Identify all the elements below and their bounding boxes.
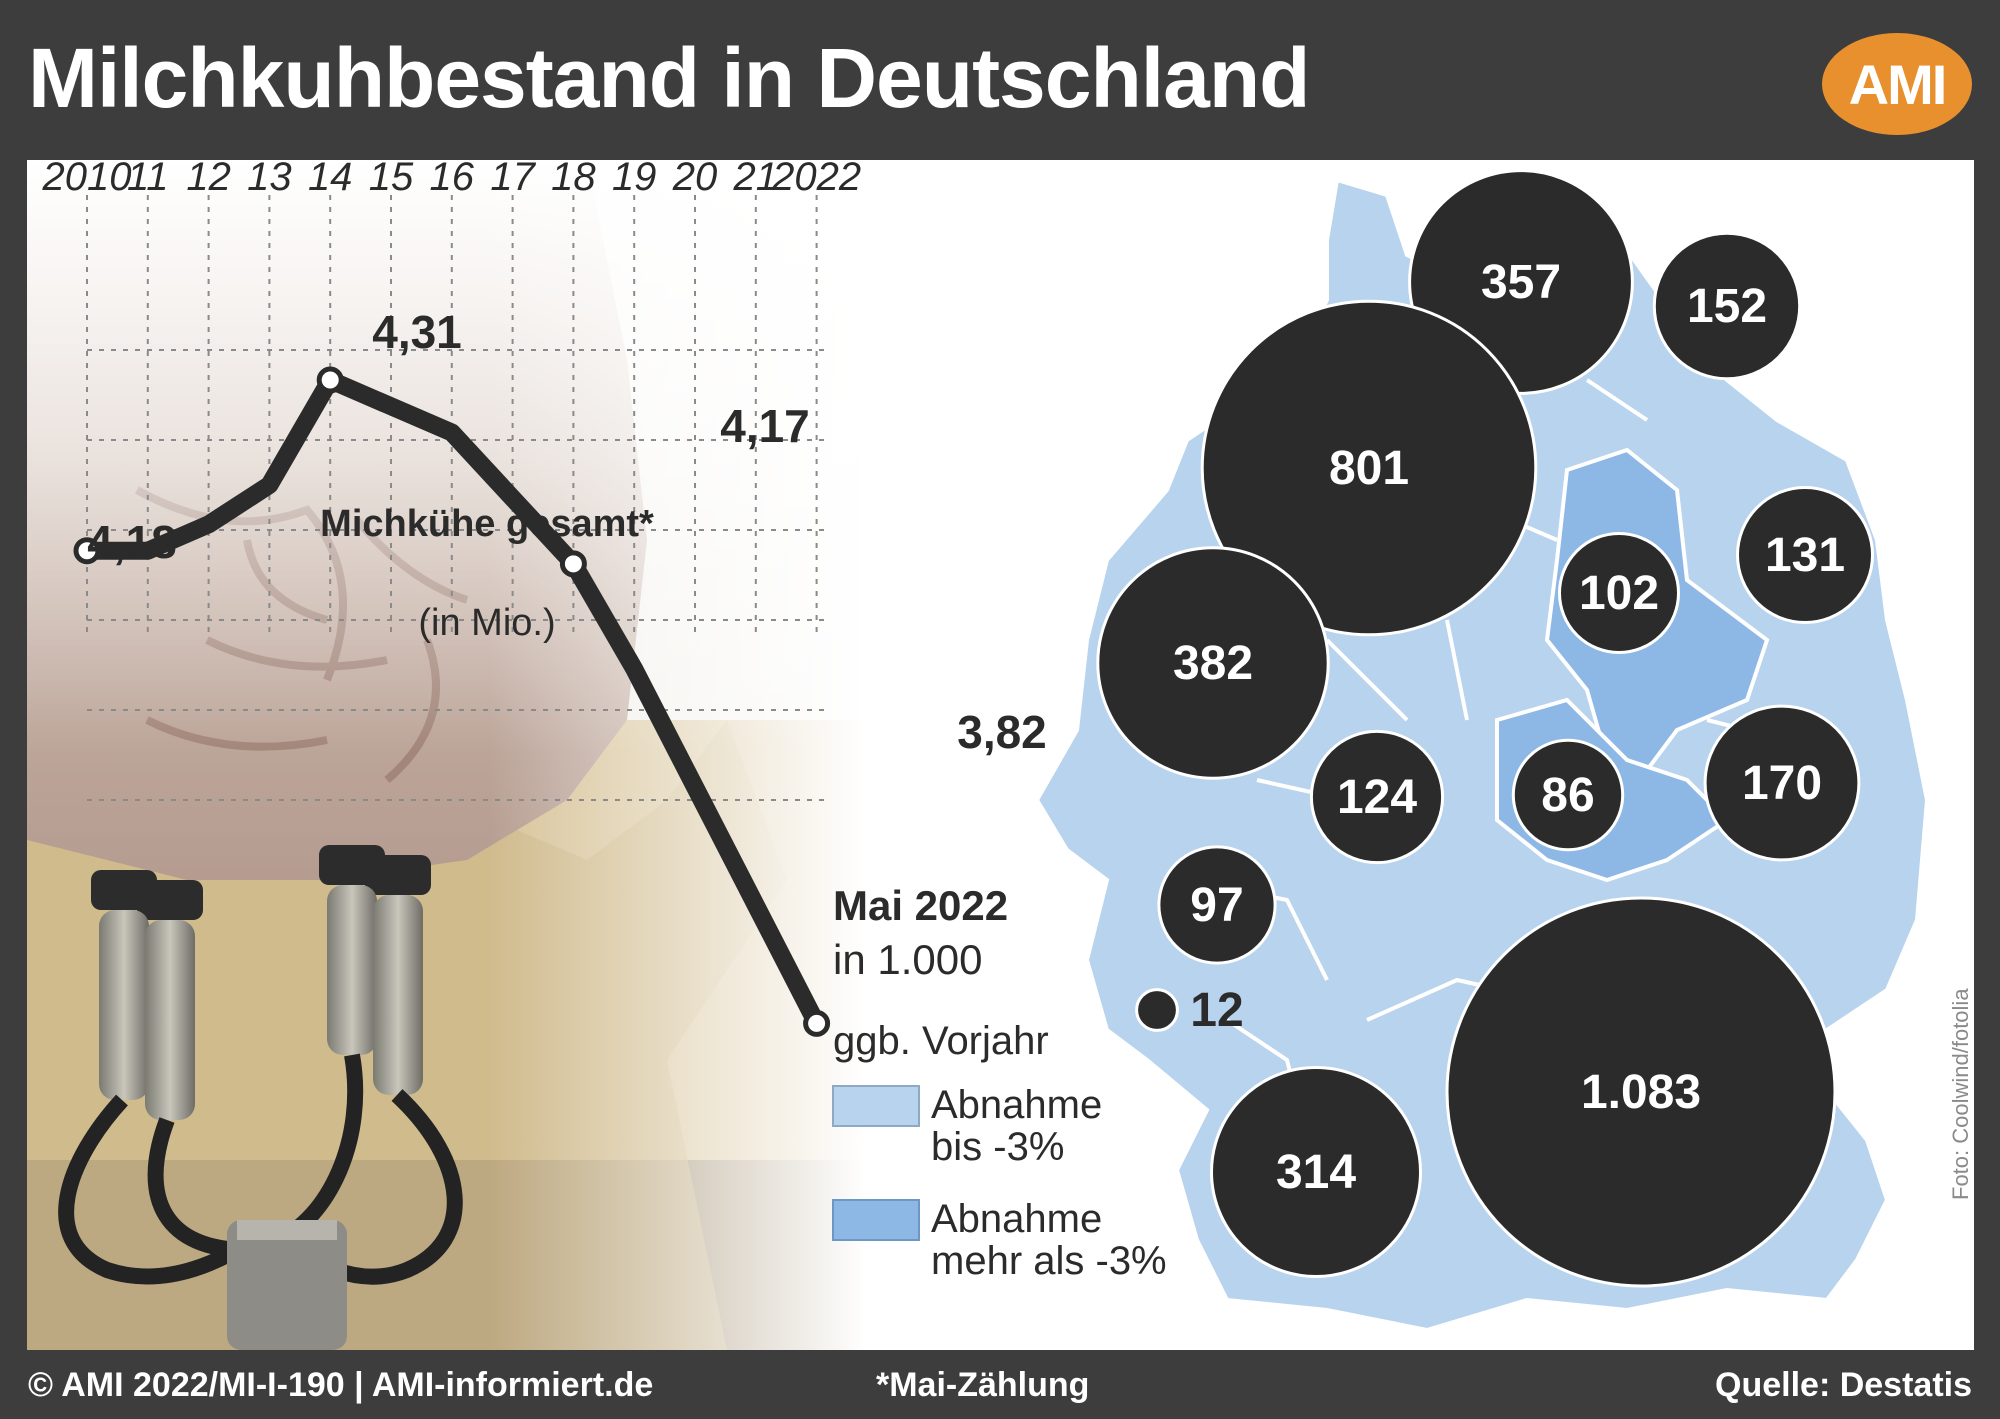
logo-text: AMI — [1848, 52, 1948, 116]
x-tick-label: 20 — [672, 160, 718, 199]
bubble-label: 357 — [1481, 256, 1561, 309]
bubble-label: 1.083 — [1581, 1066, 1701, 1119]
bubble — [1200, 299, 1538, 637]
footer-note: *Mai-Zählung — [876, 1366, 1090, 1404]
data-points — [73, 366, 831, 1037]
x-tick-label: 19 — [612, 160, 657, 199]
legend-swatch-light — [832, 1085, 920, 1127]
legend-label-dark-2: mehr als -3% — [931, 1239, 1167, 1283]
data-label-2014: 4,31 — [372, 306, 462, 358]
data-label-2010: 4,18 — [87, 516, 177, 568]
bubble-label: 314 — [1276, 1146, 1356, 1199]
chart-grid — [87, 349, 827, 801]
bubble-label: 801 — [1329, 442, 1409, 495]
bubble — [1558, 532, 1680, 654]
footer-copyright: © AMI 2022/MI-I-190 | AMI-informiert.de — [28, 1366, 654, 1404]
bubble — [1511, 738, 1625, 852]
x-tick-label: 2010 — [42, 160, 132, 199]
data-point-2010 — [73, 537, 101, 565]
x-tick-label: 12 — [186, 160, 231, 199]
content-panel: 2010 11 12 13 14 15 16 17 18 19 20 21 2022 4,18 4,31… — [27, 160, 1974, 1350]
bubble-label: 131 — [1765, 529, 1845, 582]
ami-logo: AMI — [1822, 33, 1972, 135]
bubble — [1736, 486, 1874, 624]
legend-label-dark-1: Abnahme — [931, 1197, 1102, 1241]
bubble — [1703, 704, 1861, 862]
bubble — [1210, 1066, 1422, 1278]
bubble — [1309, 729, 1445, 865]
data-point-2018 — [559, 550, 587, 578]
x-tick-label: 11 — [127, 160, 169, 199]
legend-label-light-1: Abnahme — [931, 1083, 1102, 1127]
cow-udder-photo — [27, 160, 867, 1350]
bubble-label: 102 — [1579, 567, 1659, 620]
page-title: Milchkuhbestand in Deutschland — [28, 31, 1310, 125]
bubble-label: 12 — [1190, 984, 1243, 1037]
bubble — [1135, 988, 1179, 1032]
bubble — [1445, 896, 1837, 1288]
bubbles: 357 152 801 131 102 382 124 86 170 97 12 314 1.083 — [1096, 169, 1874, 1288]
data-point-2022 — [803, 1009, 831, 1037]
bubble-label: 170 — [1742, 757, 1822, 810]
x-tick-label: 17 — [490, 160, 536, 199]
x-tick-label: 13 — [247, 160, 292, 199]
chart-vertical-grid — [86, 195, 818, 635]
bubble — [1652, 231, 1802, 381]
photo-credit: Foto: Coolwind/fotolia — [1948, 988, 1973, 1200]
x-tick-label: 2022 — [771, 160, 861, 199]
x-tick-label: 18 — [551, 160, 596, 199]
bubble-label: 86 — [1541, 769, 1594, 822]
bubble-label: 152 — [1687, 280, 1767, 333]
x-tick-label: 16 — [430, 160, 475, 199]
legend-swatch-dark — [832, 1199, 920, 1241]
trend-line — [78, 371, 826, 1033]
x-tick-label: 21 — [733, 160, 779, 199]
bubble-label: 97 — [1190, 879, 1243, 932]
legend-label-light-2: bis -3% — [931, 1125, 1064, 1169]
series-name: Michkühe gesamt* — [320, 503, 654, 545]
bubble-label: 124 — [1337, 771, 1417, 824]
series-unit: (in Mio.) — [418, 602, 555, 644]
bubble — [1096, 546, 1330, 780]
data-label-2022: 3,82 — [957, 706, 1047, 758]
legend-title: Mai 2022 — [833, 882, 1008, 929]
bubble-label: 382 — [1173, 637, 1253, 690]
footer-source: Quelle: Destatis — [1715, 1366, 1972, 1404]
legend-heading: ggb. Vorjahr — [833, 1019, 1049, 1063]
x-tick-label: 15 — [369, 160, 414, 199]
data-label-2018: 4,17 — [720, 400, 810, 452]
x-tick-label: 14 — [308, 160, 353, 199]
bubble — [1157, 845, 1277, 965]
data-point-2014 — [316, 366, 344, 394]
legend-subtitle: in 1.000 — [833, 936, 982, 983]
